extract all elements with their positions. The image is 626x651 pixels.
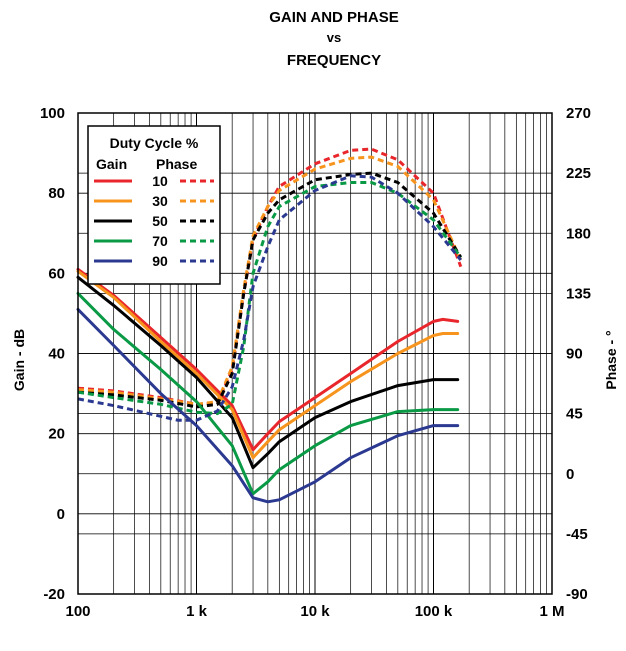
legend-series-label: 10 (152, 173, 168, 189)
chart-title-line2: vs (327, 30, 341, 45)
x-tick-label: 100 (65, 603, 90, 620)
y-tick-label-left: -20 (43, 586, 65, 603)
y-tick-label-left: 100 (40, 105, 65, 122)
x-tick-label: 10 k (300, 603, 330, 620)
x-tick-label: 100 k (415, 603, 453, 620)
series-lines (76, 147, 463, 504)
y-tick-label-right: 225 (566, 165, 591, 182)
y-tick-label-right: 270 (566, 105, 591, 122)
phase-line-90 (77, 174, 462, 422)
x-tick-label: 1 M (539, 603, 564, 620)
legend-series-label: 90 (152, 253, 168, 269)
x-tick-label: 1 k (186, 603, 208, 620)
gain-line-90 (76, 307, 460, 504)
y-tick-label-right: -90 (566, 586, 588, 603)
y-tick-label-left: 80 (48, 185, 65, 202)
legend-rows: 10 30 50 70 90 (94, 173, 214, 269)
plot-frame (77, 112, 553, 595)
y-tick-label-right: 135 (566, 285, 591, 302)
chart-title-line3: FREQUENCY (287, 52, 381, 69)
gain-line-10 (76, 267, 460, 452)
gain-line-70 (76, 291, 460, 496)
legend-series-label: 50 (152, 213, 168, 229)
gain-line-30 (76, 269, 460, 460)
phase-line-50 (77, 171, 463, 409)
y-tick-label-left: 20 (48, 426, 65, 443)
legend-box (87, 125, 221, 285)
y-tick-label-right: 90 (566, 346, 583, 363)
y-tick-label-right: -45 (566, 526, 588, 543)
chart-title-line1: GAIN AND PHASE (269, 9, 398, 26)
legend-col-gain: Gain (96, 156, 127, 172)
y-tick-label-right: 0 (566, 466, 574, 483)
legend: Duty Cycle % Gain Phase 10 30 50 70 90 (87, 125, 221, 285)
gain-line-50 (76, 275, 460, 470)
phase-line-30 (77, 155, 463, 406)
legend-series-label: 30 (152, 193, 168, 209)
y-tick-label-left: 60 (48, 265, 65, 282)
y-tick-label-left: 0 (57, 506, 65, 523)
y-tick-label-right: 45 (566, 406, 583, 423)
legend-series-label: 70 (152, 233, 168, 249)
y-tick-label-right: 180 (566, 225, 591, 242)
y-axis-right-title: Phase - ° (603, 330, 619, 389)
legend-title: Duty Cycle % (110, 135, 199, 151)
legend-col-phase: Phase (156, 156, 197, 172)
y-axis-left-title: Gain - dB (11, 329, 27, 391)
y-tick-label-left: 40 (48, 346, 65, 363)
